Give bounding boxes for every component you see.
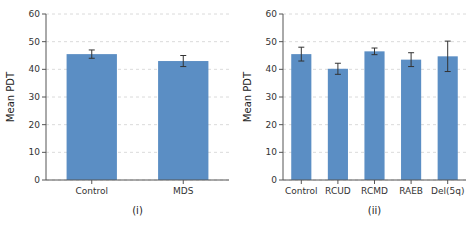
y-tick	[279, 180, 283, 181]
error-cap	[445, 71, 451, 72]
x-axis-label: (i)	[132, 205, 143, 216]
x-tick-label: RAEB	[399, 186, 423, 196]
error-line	[91, 50, 92, 58]
error-cap	[298, 47, 304, 48]
grid-line	[283, 41, 466, 42]
grid-line	[46, 14, 229, 15]
error-cap	[372, 54, 378, 55]
y-axis-label: Mean PDT	[242, 71, 253, 122]
error-cap	[89, 58, 95, 59]
error-cap	[372, 48, 378, 49]
y-tick	[42, 14, 46, 15]
page: {"chart_data": [ {"type": "bar", "catego…	[0, 0, 474, 234]
y-tick-label: 10	[29, 147, 41, 157]
x-tick	[337, 180, 338, 184]
error-bar	[445, 41, 451, 71]
y-tick	[279, 41, 283, 42]
x-tick	[183, 180, 184, 184]
y-tick	[42, 69, 46, 70]
y-axis-label: Mean PDT	[5, 71, 16, 122]
error-bar	[335, 63, 341, 74]
y-tick	[42, 124, 46, 125]
x-tick	[411, 180, 412, 184]
marks	[291, 41, 458, 180]
panel: 0 10 20 30 40 50 60 Control MDS (i) Mean PDT	[5, 9, 229, 216]
error-bar	[298, 47, 304, 61]
error-cap	[335, 74, 341, 75]
y-tick-label: 20	[266, 120, 278, 130]
x-tick	[374, 180, 375, 184]
error-line	[411, 53, 412, 67]
x-tick-label: Del(5q)	[431, 186, 464, 196]
marks	[67, 50, 209, 180]
error-line	[301, 47, 302, 61]
y-tick	[42, 180, 46, 181]
grid-line	[46, 41, 229, 42]
bar	[158, 61, 208, 180]
error-line	[447, 41, 448, 71]
y-tick-label: 60	[266, 9, 278, 19]
x-tick-label: RCMD	[361, 186, 388, 196]
error-cap	[445, 41, 451, 42]
y-tick-label: 50	[266, 37, 278, 47]
y-tick	[42, 41, 46, 42]
error-cap	[408, 52, 414, 53]
bar	[328, 69, 348, 180]
x-tick	[447, 180, 448, 184]
error-cap	[298, 61, 304, 62]
bar	[438, 56, 458, 180]
bar	[364, 51, 384, 180]
bar	[401, 60, 421, 180]
y-tick	[279, 124, 283, 125]
error-line	[337, 63, 338, 74]
x-tick-label: RCUD	[325, 186, 351, 196]
x-tick-label: MDS	[173, 186, 194, 196]
y-tick	[279, 14, 283, 15]
y-tick-label: 60	[29, 9, 41, 19]
y-tick-label: 0	[271, 175, 277, 185]
y-tick	[42, 152, 46, 153]
y-tick-label: 50	[29, 37, 41, 47]
bar	[67, 54, 117, 180]
x-axis-line	[46, 180, 229, 181]
x-tick-label: Control	[285, 186, 318, 196]
x-tick-label: Control	[75, 186, 108, 196]
x-axis-label: (ii)	[368, 205, 381, 216]
y-tick-label: 40	[266, 64, 278, 74]
error-cap	[408, 66, 414, 67]
error-bar	[372, 48, 378, 55]
x-tick	[91, 180, 92, 184]
error-cap	[89, 49, 95, 50]
chart-figure: 0 10 20 30 40 50 60 Control MDS (i) Mean PDT 0 10 20 3…	[0, 0, 474, 234]
y-axis-line	[46, 14, 47, 180]
grid-line	[46, 180, 229, 181]
y-tick-label: 30	[266, 92, 278, 102]
y-axis-line	[283, 14, 284, 180]
panel: 0 10 20 30 40 50 60 Control RCUD RCMD RAEB Del(5q) (…	[242, 9, 466, 216]
y-tick	[279, 97, 283, 98]
error-bar	[408, 53, 414, 67]
y-tick-label: 0	[34, 175, 40, 185]
error-line	[374, 48, 375, 55]
error-bar	[89, 50, 95, 58]
y-tick-label: 40	[29, 64, 41, 74]
y-tick	[279, 152, 283, 153]
y-tick	[42, 97, 46, 98]
bar	[291, 54, 311, 180]
x-tick	[301, 180, 302, 184]
y-tick-label: 30	[29, 92, 41, 102]
error-cap	[180, 55, 186, 56]
error-line	[183, 56, 184, 67]
error-cap	[335, 63, 341, 64]
y-tick-label: 20	[29, 120, 41, 130]
error-cap	[180, 66, 186, 67]
grid-line	[283, 14, 466, 15]
error-bar	[180, 56, 186, 67]
y-tick-label: 10	[266, 147, 278, 157]
y-tick	[279, 69, 283, 70]
